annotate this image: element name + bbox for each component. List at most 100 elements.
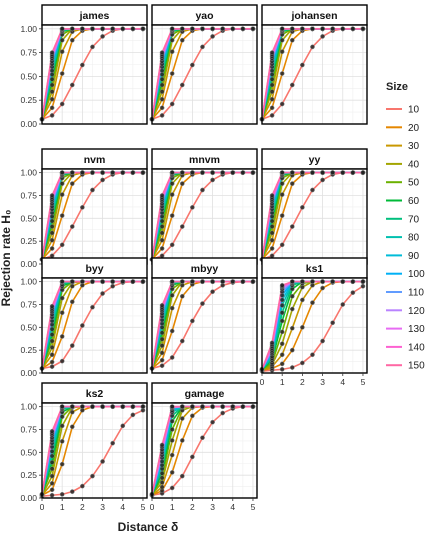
data-point-10 — [269, 253, 275, 259]
data-point-10 — [340, 302, 346, 307]
data-point-150 — [159, 193, 165, 198]
panel-strip-label: nvm — [84, 154, 106, 166]
data-point-40 — [59, 423, 65, 429]
data-point-20 — [179, 438, 185, 443]
x-tick-label: 0 — [260, 377, 265, 387]
data-point-20 — [159, 105, 165, 111]
data-point-10 — [59, 101, 65, 107]
panel-strip-label: ks2 — [86, 388, 104, 400]
x-tick-label: 5 — [141, 502, 146, 512]
legend: Size 10 20 30 40 50 60 70 80 90 100 110 120 130 140 15… — [386, 81, 425, 372]
data-point-150 — [279, 282, 285, 288]
data-point-150 — [159, 50, 165, 55]
data-point-150 — [200, 404, 205, 409]
data-point-150 — [190, 170, 195, 175]
data-point-150 — [179, 279, 185, 284]
data-point-10 — [59, 492, 65, 497]
x-axis-label: Distance δ — [118, 520, 179, 534]
data-point-20 — [59, 334, 65, 339]
data-point-10 — [200, 44, 205, 50]
x-tick-label: 1 — [60, 502, 65, 512]
data-point-150 — [159, 442, 165, 448]
data-point-20 — [69, 424, 75, 430]
data-point-150 — [90, 279, 95, 284]
data-point-150 — [220, 404, 226, 409]
data-point-10 — [210, 419, 215, 425]
data-point-10 — [179, 338, 185, 344]
data-point-150 — [279, 170, 285, 175]
legend-entry-90: 90 — [386, 251, 420, 262]
data-point-150 — [169, 170, 175, 175]
data-point-150 — [69, 279, 75, 284]
data-point-10 — [190, 205, 195, 210]
data-point-40 — [159, 480, 165, 485]
data-point-40 — [159, 343, 165, 348]
data-point-150 — [69, 26, 75, 32]
data-point-40 — [169, 438, 175, 443]
panel-strip-label: byy — [85, 263, 103, 275]
data-point-40 — [49, 230, 55, 236]
data-point-10 — [300, 62, 305, 68]
data-point-150 — [330, 170, 336, 175]
data-point-50 — [159, 82, 165, 88]
data-point-150 — [110, 26, 116, 32]
data-point-150 — [330, 279, 336, 284]
legend-label: 50 — [408, 178, 420, 189]
data-point-20 — [59, 71, 65, 76]
panel-points — [259, 26, 366, 122]
data-point-40 — [169, 181, 175, 186]
data-point-40 — [159, 230, 165, 236]
data-point-40 — [49, 89, 55, 94]
data-point-20 — [69, 181, 75, 186]
data-point-10 — [289, 224, 295, 229]
x-tick-label: 4 — [230, 502, 235, 512]
data-point-10 — [80, 323, 85, 328]
data-point-10 — [210, 34, 215, 39]
y-axis-label: Rejection rate H₀ — [0, 210, 13, 307]
data-point-30 — [49, 481, 55, 486]
data-point-10 — [110, 440, 116, 446]
data-point-150 — [100, 26, 105, 32]
data-point-150 — [120, 26, 126, 32]
data-point-10 — [179, 82, 185, 88]
data-point-60 — [269, 76, 275, 82]
data-point-10 — [360, 283, 366, 289]
panel-border — [151, 277, 258, 374]
data-point-20 — [289, 181, 295, 186]
y-tick-label: 0.50 — [20, 71, 37, 81]
data-point-10 — [90, 304, 95, 310]
data-point-10 — [59, 358, 65, 364]
panel-strip-label: ks1 — [306, 263, 324, 275]
x-tick-label: 0 — [150, 502, 155, 512]
data-point-150 — [110, 170, 116, 175]
x-tick-label: 2 — [190, 502, 195, 512]
data-point-60 — [159, 470, 165, 476]
y-tick-label: 0.75 — [20, 424, 37, 434]
x-tick-label: 4 — [120, 502, 125, 512]
data-point-30 — [59, 439, 65, 444]
data-point-150 — [140, 404, 146, 409]
data-point-10 — [69, 224, 75, 229]
panel-border — [41, 402, 148, 499]
y-tick-label: 0.25 — [20, 236, 37, 246]
data-point-150 — [210, 170, 215, 175]
data-point-150 — [190, 26, 195, 32]
panel-yy: yy — [259, 148, 368, 265]
data-point-50 — [49, 82, 55, 88]
legend-label: 30 — [408, 141, 420, 152]
data-point-150 — [360, 279, 366, 284]
data-point-150 — [59, 279, 65, 284]
data-point-150 — [120, 404, 126, 409]
data-point-150 — [49, 428, 55, 434]
data-point-10 — [100, 34, 105, 39]
legend-entry-10: 10 — [386, 105, 420, 116]
data-point-150 — [49, 303, 55, 309]
panel-points — [39, 404, 146, 499]
data-point-40 — [159, 89, 165, 94]
data-point-150 — [80, 26, 85, 32]
data-point-10 — [49, 253, 55, 259]
panel-james: james 0.00 0.25 0.50 0.75 1.00 — [20, 4, 148, 129]
legend-label: 90 — [408, 251, 420, 262]
data-point-150 — [179, 404, 185, 409]
